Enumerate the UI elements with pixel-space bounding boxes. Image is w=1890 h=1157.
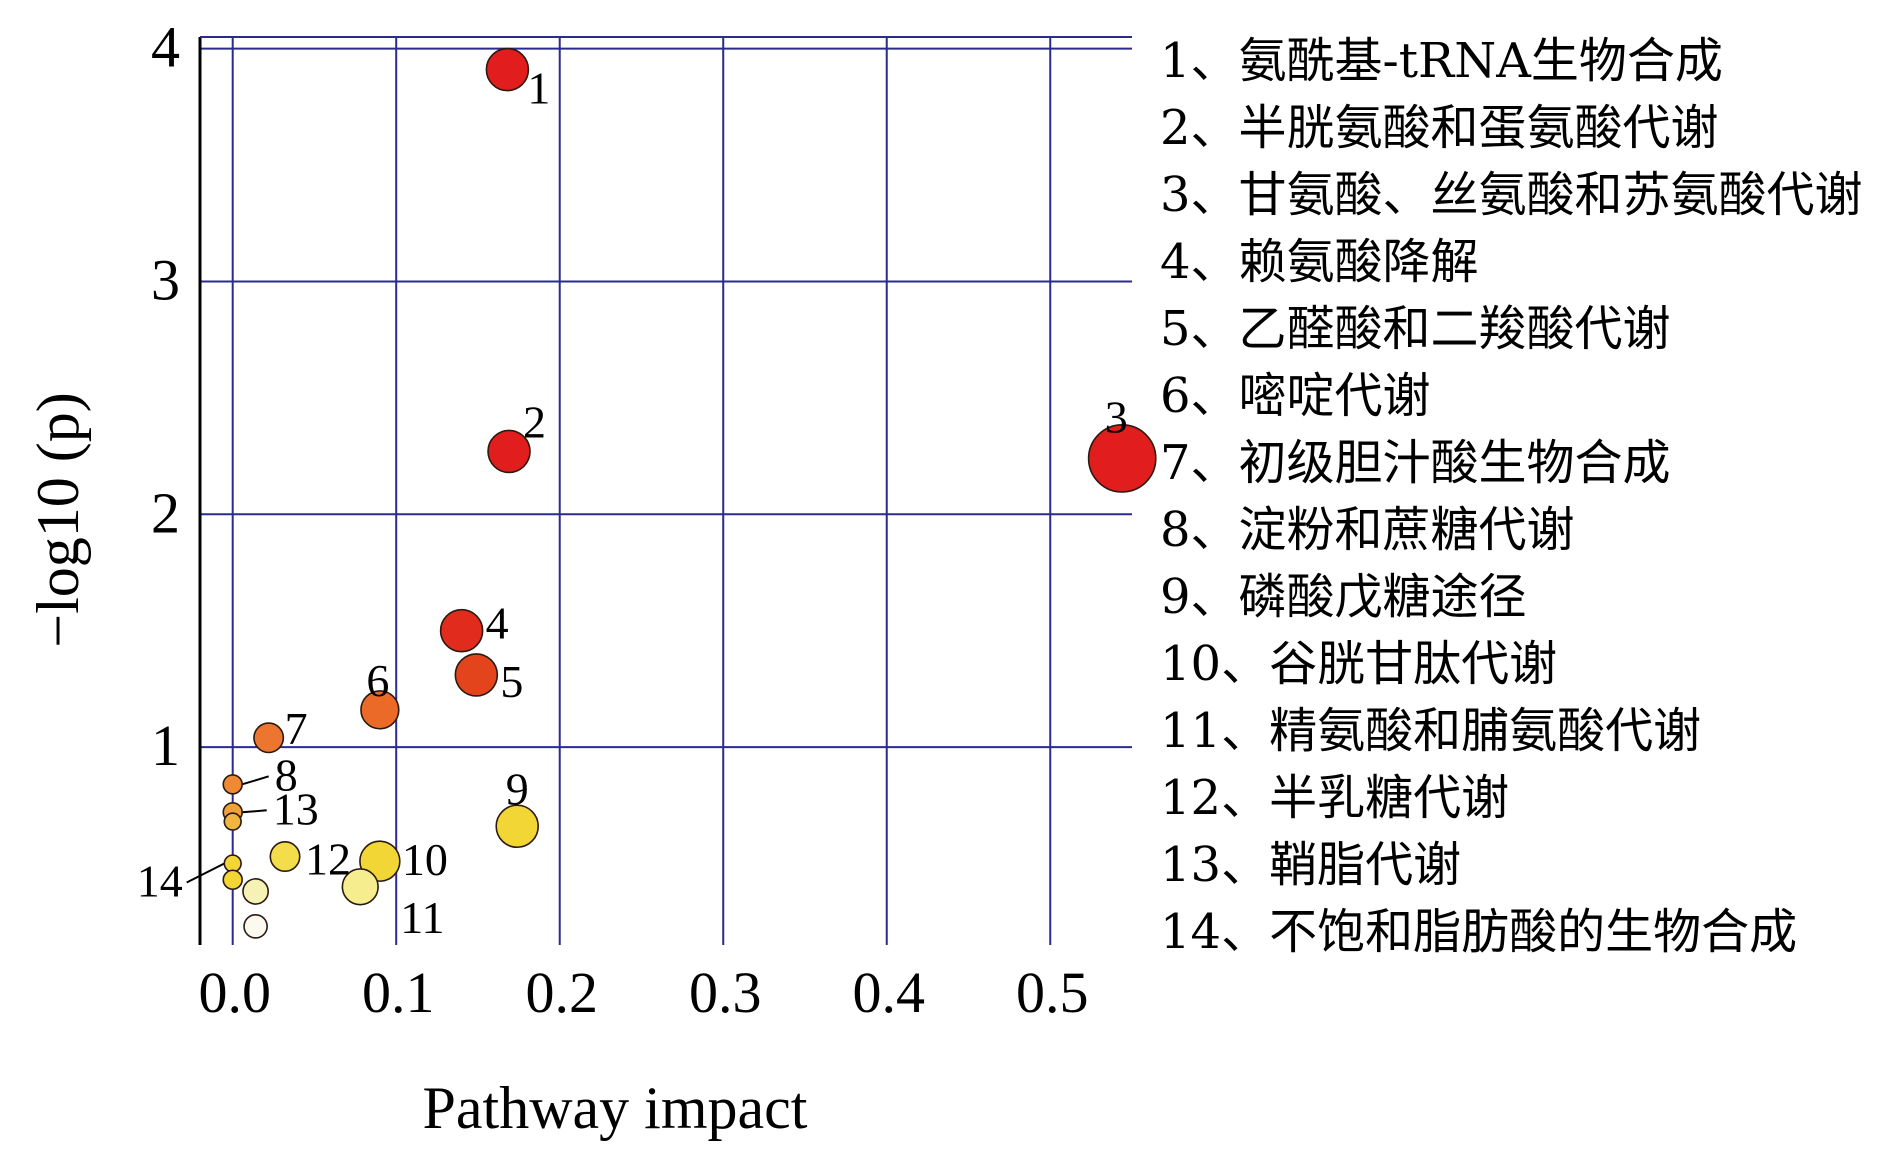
data-point (439, 608, 484, 653)
data-point (495, 804, 540, 849)
legend-entry: 8、淀粉和蔗糖代谢 (1160, 502, 1575, 558)
point-label: 2 (523, 396, 546, 447)
data-point (242, 878, 269, 905)
legend-entry: 13、鞘脂代谢 (1160, 837, 1462, 893)
y-tick-label: 4 (151, 15, 180, 80)
point-label: 14 (137, 856, 183, 907)
data-points (222, 47, 1157, 939)
point-label: 13 (273, 783, 319, 834)
legend-entry: 12、半乳糖代谢 (1160, 770, 1510, 826)
legend-entry: 11、精氨酸和脯氨酸代谢 (1160, 703, 1702, 759)
x-tick-label: 0.5 (1016, 960, 1089, 1025)
legend-entry: 4、赖氨酸降解 (1160, 234, 1479, 290)
data-point (223, 812, 242, 831)
legend-entry: 5、乙醛酸和二羧酸代谢 (1160, 301, 1671, 357)
x-tick-label: 0.2 (525, 960, 598, 1025)
legend-entry: 14、不饱和脂肪酸的生物合成 (1160, 904, 1798, 960)
point-label: 1 (527, 63, 550, 114)
legend-entry: 9、磷酸戊糖途径 (1160, 569, 1527, 625)
leader-line (241, 775, 269, 786)
leader-line (186, 862, 225, 884)
y-tick-labels: 1 2 3 4 (151, 15, 180, 778)
data-point (269, 841, 301, 873)
leader-line (242, 809, 267, 814)
grid (198, 36, 1132, 945)
y-axis-title: −log10 (p) (25, 392, 91, 647)
data-point (487, 429, 531, 474)
data-point (222, 774, 243, 795)
x-tick-label: 0.0 (198, 960, 271, 1025)
y-tick-label: 2 (151, 480, 180, 545)
data-point (1087, 424, 1157, 493)
x-tick-label: 0.1 (362, 960, 435, 1025)
point-label: 5 (500, 656, 523, 707)
point-label: 12 (305, 834, 351, 885)
point-label: 4 (486, 598, 509, 649)
label-leader-lines (186, 775, 269, 884)
point-label: 10 (402, 834, 448, 885)
legend-entry: 1、氨酰基-tRNA生物合成 (1160, 33, 1723, 89)
x-tick-labels: 0.0 0.1 0.2 0.3 0.4 0.5 (198, 960, 1088, 1025)
data-point (222, 869, 243, 891)
point-label: 11 (400, 892, 444, 943)
point-label: 3 (1105, 391, 1128, 442)
point-label: 7 (285, 703, 308, 754)
data-point (253, 722, 285, 754)
x-axis-title: Pathway impact (423, 1075, 808, 1141)
legend-entry: 6、嘧啶代谢 (1160, 368, 1431, 424)
x-tick-label: 0.3 (689, 960, 762, 1025)
data-point (360, 690, 400, 730)
data-point (454, 653, 499, 697)
y-tick-label: 1 (151, 713, 180, 778)
y-tick-label: 3 (151, 247, 180, 312)
data-point (223, 854, 242, 873)
pathway-legend: 1、氨酰基-tRNA生物合成 2、半胱氨酸和蛋氨酸代谢 3、甘氨酸、丝氨酸和苏氨酸代… (1160, 28, 1863, 966)
point-label: 8 (275, 749, 298, 800)
point-label: 9 (506, 763, 529, 814)
legend-entry: 7、初级胆汁酸生物合成 (1160, 435, 1671, 491)
point-label: 6 (366, 655, 389, 706)
x-tick-label: 0.4 (852, 960, 925, 1025)
data-point (485, 47, 530, 92)
legend-entry: 3、甘氨酸、丝氨酸和苏氨酸代谢 (1160, 167, 1863, 223)
legend-entry: 2、半胱氨酸和蛋氨酸代谢 (1160, 100, 1719, 156)
data-point (341, 868, 379, 906)
data-point (243, 914, 268, 939)
legend-entry: 10、谷胱甘肽代谢 (1160, 636, 1558, 692)
